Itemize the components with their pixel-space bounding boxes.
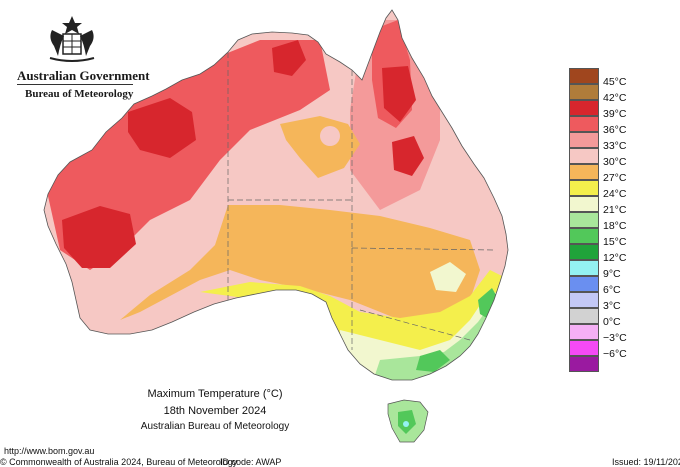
legend-swatch bbox=[569, 356, 599, 372]
legend-label: 45°C bbox=[603, 76, 627, 88]
legend-swatch bbox=[569, 244, 599, 260]
legend-swatch bbox=[569, 100, 599, 116]
legend-entry: 39°C bbox=[569, 100, 649, 120]
legend-swatch bbox=[569, 228, 599, 244]
legend-entry: 3°C bbox=[569, 292, 649, 312]
id-code: ID code: AWAP bbox=[220, 457, 282, 467]
bureau-name: Bureau of Meteorology bbox=[25, 88, 134, 100]
legend-label: 3°C bbox=[603, 300, 621, 312]
legend-label: 33°C bbox=[603, 140, 627, 152]
legend-label: 24°C bbox=[603, 188, 627, 200]
legend-swatch bbox=[569, 308, 599, 324]
legend-entry: 24°C bbox=[569, 180, 649, 200]
legend-label: −3°C bbox=[603, 332, 627, 344]
legend-entry: 42°C bbox=[569, 84, 649, 104]
legend-entry: 33°C bbox=[569, 132, 649, 152]
legend-swatch bbox=[569, 68, 599, 84]
legend-label: 15°C bbox=[603, 236, 627, 248]
map-source: Australian Bureau of Meteorology bbox=[140, 421, 290, 432]
legend-entry: −3°C bbox=[569, 324, 649, 344]
legend-label: 30°C bbox=[603, 156, 627, 168]
legend-entry: 12°C bbox=[569, 244, 649, 264]
legend-entry: 27°C bbox=[569, 164, 649, 184]
legend-label: 9°C bbox=[603, 268, 621, 280]
government-name: Australian Government bbox=[17, 68, 150, 83]
legend-entry bbox=[569, 356, 649, 372]
map-title: Maximum Temperature (°C) bbox=[147, 388, 283, 400]
legend-label: 0°C bbox=[603, 316, 621, 328]
legend-label: 12°C bbox=[603, 252, 627, 264]
legend-swatch bbox=[569, 276, 599, 292]
legend-swatch bbox=[569, 116, 599, 132]
legend-swatch bbox=[569, 212, 599, 228]
legend-entry: 15°C bbox=[569, 228, 649, 248]
legend-label: 6°C bbox=[603, 284, 621, 296]
legend-swatch bbox=[569, 84, 599, 100]
copyright-text: © Commonwealth of Australia 2024, Bureau… bbox=[0, 457, 238, 467]
legend-label: −6°C bbox=[603, 348, 627, 360]
legend-label: 42°C bbox=[603, 92, 627, 104]
legend-label: 27°C bbox=[603, 172, 627, 184]
legend-label: 21°C bbox=[603, 204, 627, 216]
logo-divider bbox=[17, 84, 133, 85]
legend-swatch bbox=[569, 340, 599, 356]
legend-entry: 30°C bbox=[569, 148, 649, 168]
issued-date: Issued: 19/11/2024 bbox=[612, 457, 680, 467]
legend-entry: 9°C bbox=[569, 260, 649, 280]
legend-entry: 21°C bbox=[569, 196, 649, 216]
legend-label: 18°C bbox=[603, 220, 627, 232]
legend-swatch bbox=[569, 324, 599, 340]
legend-entry: 18°C bbox=[569, 212, 649, 232]
legend-swatch bbox=[569, 196, 599, 212]
legend-entry: −6°C bbox=[569, 340, 649, 360]
legend-swatch bbox=[569, 132, 599, 148]
map-date: 18th November 2024 bbox=[163, 405, 267, 417]
legend-swatch bbox=[569, 292, 599, 308]
legend-label: 36°C bbox=[603, 124, 627, 136]
legend-entry: 45°C bbox=[569, 68, 649, 88]
legend-entry: 6°C bbox=[569, 276, 649, 296]
website-url: http://www.bom.gov.au bbox=[4, 446, 95, 456]
legend-swatch bbox=[569, 148, 599, 164]
legend-entry: 0°C bbox=[569, 308, 649, 328]
legend-swatch bbox=[569, 180, 599, 196]
legend-label: 39°C bbox=[603, 108, 627, 120]
legend-swatch bbox=[569, 164, 599, 180]
legend-entry: 36°C bbox=[569, 116, 649, 136]
legend-swatch bbox=[569, 260, 599, 276]
coat-of-arms-icon bbox=[49, 16, 95, 62]
